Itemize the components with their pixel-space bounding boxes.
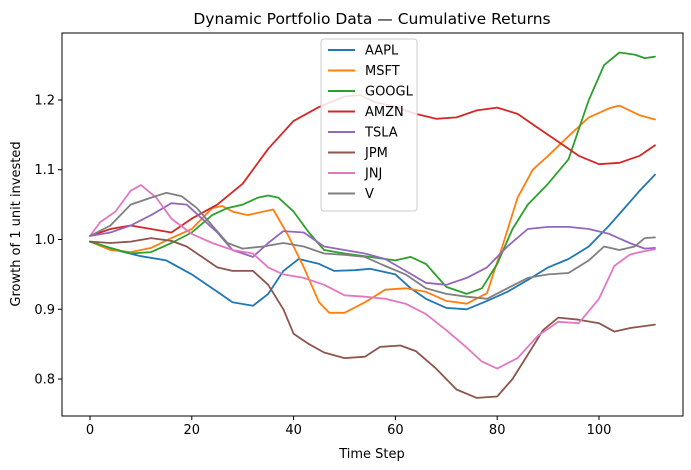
y-tick-label: 1.2	[34, 93, 55, 108]
plot-lines	[89, 51, 656, 399]
chart-title: Dynamic Portfolio Data — Cumulative Retu…	[193, 10, 550, 28]
y-axis-label: Growth of 1 unit invested	[9, 141, 24, 306]
legend-box	[320, 38, 418, 212]
x-tick-label: 40	[285, 423, 302, 438]
series-line-tsla	[89, 202, 656, 286]
legend-label-tsla: TSLA	[364, 126, 398, 141]
legend: AAPL MSFT GOOGL AMZN TSLA JPM JNJ V	[320, 38, 418, 212]
x-tick-label: 60	[387, 423, 404, 438]
series-line-msft	[89, 104, 656, 314]
x-tick-label: 20	[184, 423, 201, 438]
x-tick-label: 0	[86, 423, 94, 438]
legend-label-msft: MSFT	[365, 64, 400, 79]
x-axis-label: Time Step	[338, 447, 405, 462]
y-tick-label: 0.9	[34, 303, 55, 318]
series-line-aapl	[89, 173, 656, 311]
x-axis: 0 20 40 60 80 100	[86, 416, 612, 438]
y-axis: 0.8 0.9 1.0 1.1 1.2	[34, 93, 62, 388]
legend-label-googl: GOOGL	[365, 85, 414, 100]
series-line-jnj	[89, 184, 656, 370]
legend-label-jpm: JPM	[364, 146, 388, 161]
legend-label-amzn: AMZN	[365, 105, 404, 120]
x-tick-label: 80	[489, 423, 506, 438]
legend-label-v: V	[365, 187, 374, 202]
legend-label-jnj: JNJ	[364, 167, 382, 182]
y-tick-label: 1.1	[34, 163, 55, 178]
x-tick-label: 100	[587, 423, 612, 438]
legend-label-aapl: AAPL	[365, 44, 399, 59]
plot-frame	[61, 32, 684, 417]
y-tick-label: 0.8	[34, 373, 55, 388]
series-line-v	[89, 191, 656, 300]
series-line-jpm	[89, 237, 656, 399]
y-tick-label: 1.0	[34, 233, 55, 248]
